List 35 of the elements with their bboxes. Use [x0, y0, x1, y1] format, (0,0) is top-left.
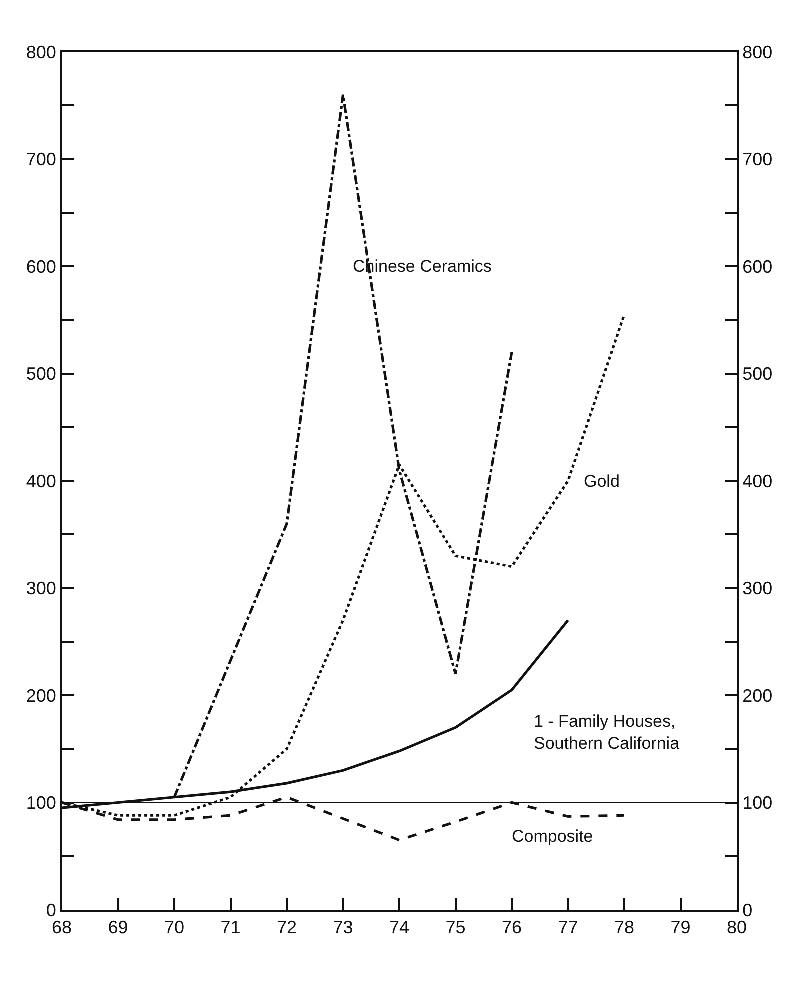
y2-tick-label: 600 — [742, 256, 773, 277]
x-tick-label: 74 — [389, 918, 410, 938]
y2-tick-label: 300 — [742, 578, 773, 599]
x-tick-label: 77 — [558, 918, 578, 938]
x-tick-label: 70 — [164, 918, 185, 938]
x-tick-label: 76 — [502, 918, 522, 938]
y-tick-label: 100 — [26, 793, 56, 814]
y2-tick-label: 800 — [742, 42, 773, 62]
y2-tick-label: 0 — [742, 900, 753, 920]
y-tick-label: 0 — [46, 900, 56, 920]
x-tick-label: 78 — [614, 918, 635, 938]
series-label: 1 - Family Houses, Southern California — [534, 712, 680, 754]
x-tick-label: 79 — [670, 918, 691, 938]
y2-tick-label: 200 — [742, 686, 773, 706]
x-tick-label: 75 — [446, 918, 466, 938]
y-tick-label: 400 — [26, 471, 56, 492]
y-tick-label: 600 — [26, 256, 56, 277]
x-tick-label: 72 — [276, 918, 298, 938]
y-tick-label: 500 — [26, 364, 56, 384]
x-tick-label: 68 — [52, 918, 72, 938]
x-tick-label: 73 — [333, 918, 354, 938]
x-tick-label: 71 — [220, 918, 241, 938]
series-label: Chinese Ceramics — [353, 257, 492, 276]
x-tick-label: 80 — [726, 918, 748, 938]
y2-tick-label: 400 — [742, 471, 773, 492]
y-tick-label: 800 — [26, 42, 56, 62]
y2-tick-label: 700 — [742, 150, 773, 170]
y-tick-label: 300 — [26, 578, 56, 599]
series-label: Gold — [584, 472, 620, 491]
y-tick-label: 700 — [26, 150, 56, 170]
series-label: Composite — [512, 827, 594, 846]
y-tick-label: 200 — [26, 686, 56, 706]
y2-tick-label: 500 — [742, 364, 773, 384]
x-tick-label: 69 — [108, 918, 128, 938]
y2-tick-label: 100 — [742, 793, 773, 814]
